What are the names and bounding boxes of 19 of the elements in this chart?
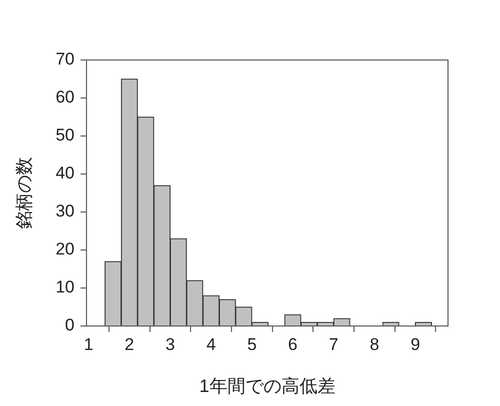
x-tick-label: 8	[370, 334, 380, 354]
y-tick-label: 60	[56, 88, 75, 107]
x-tick-label: 9	[410, 334, 420, 354]
y-tick-label: 30	[56, 202, 75, 221]
y-tick-label: 10	[56, 278, 75, 297]
y-tick-label: 70	[56, 50, 75, 69]
y-tick-label: 0	[65, 316, 75, 335]
y-axis-title: 銘柄の数	[14, 157, 34, 229]
x-tick-label: 5	[247, 334, 257, 354]
x-tick-label: 2	[124, 334, 134, 354]
x-tick-label: 6	[288, 334, 298, 354]
y-tick-label: 20	[56, 240, 75, 259]
x-tick-label: 7	[328, 334, 338, 354]
x-axis-title: 1年間での高低差	[199, 376, 336, 396]
x-tick-label: 4	[206, 334, 216, 354]
x-tick-label: 3	[166, 334, 175, 354]
y-tick-label: 50	[56, 126, 75, 145]
x-tick-label: 1	[84, 334, 94, 354]
y-tick-label: 40	[56, 164, 75, 183]
